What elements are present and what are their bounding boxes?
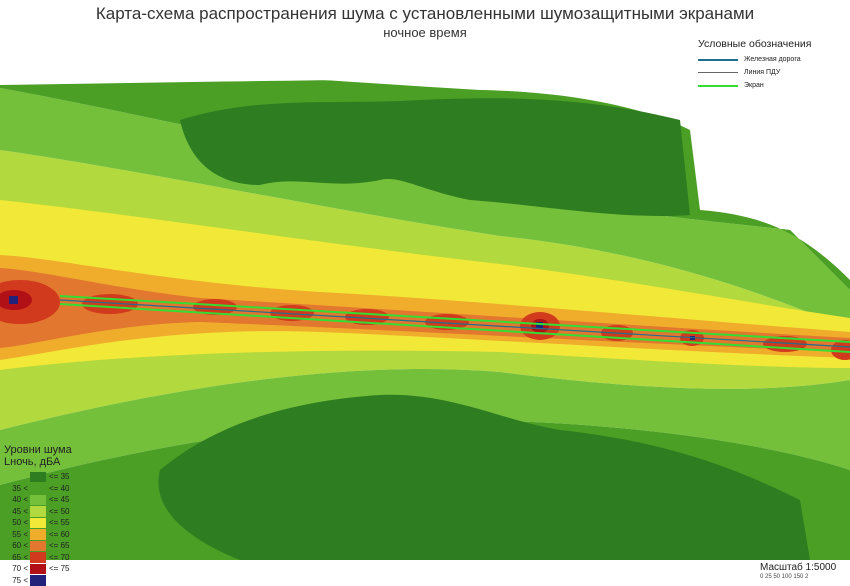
zone-40-45-south	[0, 368, 850, 485]
legend-item-screen: Экран	[698, 79, 838, 92]
zone-le35-south	[158, 394, 810, 560]
scale-label: Масштаб 1:5000	[760, 562, 837, 573]
zone-60-65	[0, 268, 850, 352]
noise-band-upper: <= 60	[49, 529, 70, 539]
noise-band-lower: 75 <	[12, 575, 28, 585]
legend-item-pdu: Линия ПДУ	[698, 66, 838, 79]
noise-band-lower: 65 <	[12, 552, 28, 562]
noise-band-row: 35 < <= 40	[4, 483, 74, 495]
noise-band-upper: <= 40	[49, 483, 70, 493]
noise-band-swatch	[30, 494, 46, 505]
noise-band-swatch	[30, 483, 46, 494]
noise-band-row: <= 35	[4, 471, 74, 483]
noise-band-swatch	[30, 471, 46, 482]
noise-band-upper: <= 55	[49, 518, 70, 528]
zone-le35-north	[180, 98, 690, 217]
noise-band-row: 60 < <= 65	[4, 540, 74, 552]
screen-line-2	[59, 303, 850, 353]
map-subtitle: ночное время	[383, 25, 467, 40]
noise-band-row: 45 < <= 50	[4, 506, 74, 518]
noise-legend: Уровни шума Lночь, дБА <= 35 35 < <= 40 40 …	[4, 444, 74, 586]
noise-band-swatch	[30, 552, 46, 563]
legend-label: Линия ПДУ	[744, 69, 781, 76]
noise-band-upper: <= 65	[49, 541, 70, 551]
noise-band-row: 40 < <= 45	[4, 494, 74, 506]
screen-line-icon	[698, 84, 738, 87]
legend-item-railway: Железная дорога	[698, 53, 838, 66]
blank-area-bottom	[0, 560, 850, 586]
noise-band-upper: <= 50	[49, 506, 70, 516]
line-legend-header: Условные обозначения	[698, 38, 812, 50]
noise-band-lower: 70 <	[12, 564, 28, 574]
noise-band-upper: <= 75	[49, 564, 70, 574]
noise-band-row: 70 < <= 75	[4, 563, 74, 575]
noise-band-row: 75 <	[4, 575, 74, 586]
noise-band-lower: 60 <	[12, 541, 28, 551]
noise-band-row: 50 < <= 55	[4, 517, 74, 529]
noise-band-upper: <= 70	[49, 552, 70, 562]
screen-line-1	[59, 295, 850, 343]
legend-label: Экран	[744, 82, 764, 89]
railway-line-icon	[698, 58, 738, 61]
pdu-line-icon	[698, 72, 738, 73]
noise-band-lower: 55 <	[12, 529, 28, 539]
noise-band-upper: <= 35	[49, 472, 70, 482]
noise-band-swatch	[30, 563, 46, 574]
scale-bar: Масштаб 1:5000 0 25 50 100 150 2	[760, 562, 850, 580]
noise-band-row: 55 < <= 60	[4, 529, 74, 541]
scale-ticks: 0 25 50 100 150 2	[760, 574, 809, 580]
noise-band-lower: 35 <	[12, 483, 28, 493]
noise-band-swatch	[30, 506, 46, 517]
line-legend: Условные обозначения Железная дорога Лин…	[698, 38, 838, 92]
map-title: Карта-схема распространения шума с устан…	[95, 4, 755, 23]
legend-label: Железная дорога	[744, 56, 801, 63]
blank-area-top	[0, 0, 850, 245]
noise-band-swatch	[30, 517, 46, 528]
noise-legend-header-1: Уровни шума	[4, 444, 72, 456]
noise-band-swatch	[30, 575, 46, 586]
noise-band-swatch	[30, 529, 46, 540]
noise-band-lower: 45 <	[12, 506, 28, 516]
noise-band-lower: 50 <	[12, 518, 28, 528]
noise-band-upper: <= 45	[49, 495, 70, 505]
noise-band-swatch	[30, 540, 46, 551]
noise-legend-header-2: Lночь, дБА	[4, 456, 61, 468]
noise-band-lower: 40 <	[12, 495, 28, 505]
railway-line	[59, 299, 850, 348]
noise-band-row: 65 < <= 70	[4, 552, 74, 564]
